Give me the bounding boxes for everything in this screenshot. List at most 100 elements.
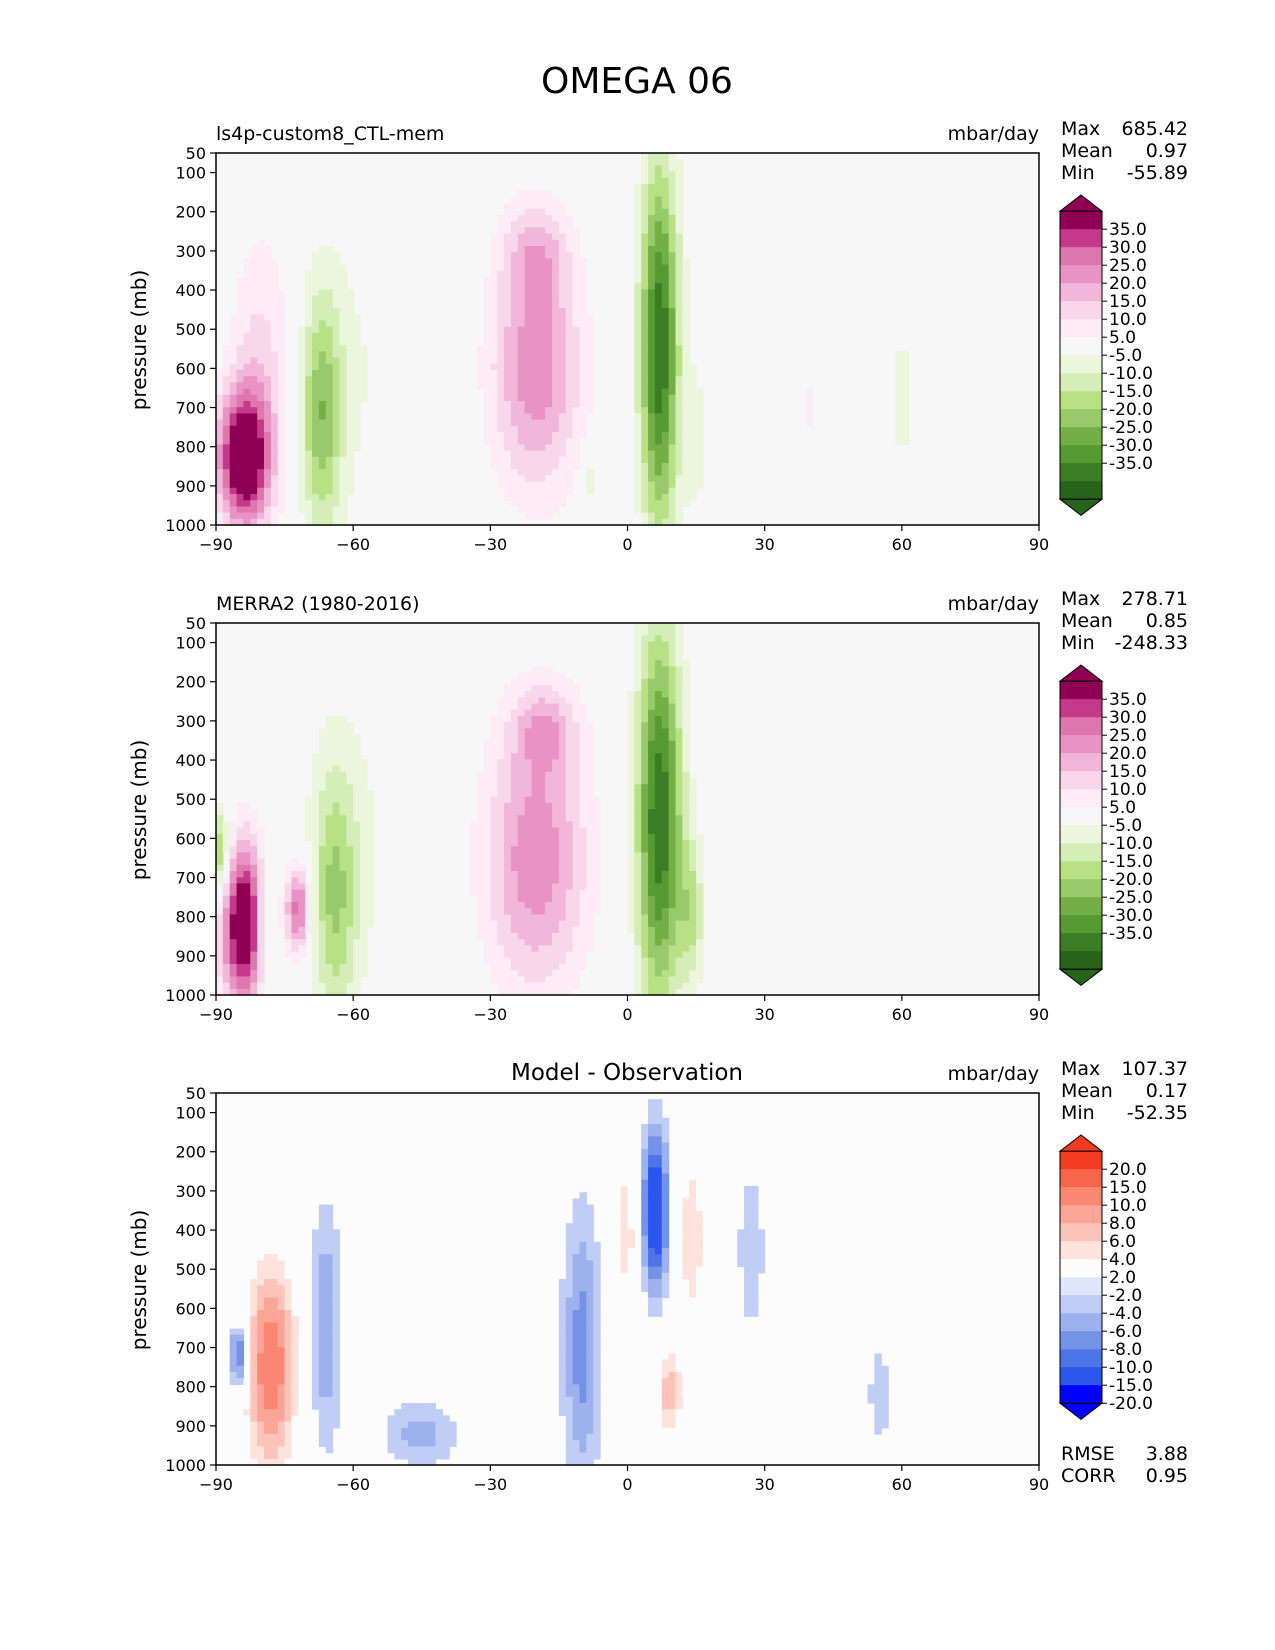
contour-cell [558,1291,567,1299]
contour-cell [675,258,683,266]
contour-cell [545,790,553,798]
contour-cell [346,363,354,371]
contour-cell [277,1440,286,1447]
contour-cell [243,264,251,272]
contour-cell [483,438,491,445]
contour-cell [579,914,587,922]
contour-cell [414,1440,423,1447]
contour-cell [236,920,245,928]
contour-cell [668,196,677,204]
contour-cell [593,852,601,860]
contour-cell [497,252,505,259]
contour-cell [517,314,526,321]
contour-cell [332,833,341,841]
contour-cell [572,233,581,241]
contour-cell [641,438,649,445]
contour-cell [682,320,690,328]
contour-cell [682,277,690,284]
contour-cell [641,945,649,953]
contour-cell [517,709,526,717]
contour-cell [552,877,560,884]
contour-cell [325,740,334,748]
contour-cell [654,301,663,309]
panel-units: mbar/day [948,1063,1039,1085]
contour-cell [586,926,594,934]
contour-cell [565,747,574,754]
contour-cell [469,1204,478,1212]
contour-cell [661,802,670,810]
contour-cell [675,215,683,222]
contour-cell [572,1279,581,1286]
colorbar-label: -30.0 [1109,906,1153,926]
contour-cell [497,988,505,996]
contour-cell [497,765,505,773]
contour-cell [277,357,286,365]
contour-cell [250,320,258,328]
contour-cell [510,796,519,804]
contour-cell [229,432,238,439]
contour-cell [634,432,642,439]
contour-cell [538,815,546,822]
contour-cell [332,895,341,903]
x-tick-label: −60 [336,1005,370,1024]
contour-cell [572,976,581,984]
contour-cell [250,438,258,445]
contour-cell [545,846,553,853]
contour-cell [531,821,539,829]
contour-cell [325,796,334,804]
contour-cell [641,444,649,452]
contour-cell [545,988,553,996]
contour-cell [565,301,574,309]
contour-cell [538,512,546,520]
contour-cell [346,765,354,773]
contour-cell [497,215,505,222]
contour-cell [661,784,670,791]
colorbar-segment [1060,753,1102,772]
contour-cell [517,858,526,866]
contour-cell [517,345,526,352]
contour-cell [497,771,505,779]
colorbar-label: 25.0 [1109,256,1147,276]
contour-cell [490,970,498,977]
contour-cell [325,500,334,507]
contour-cell [325,487,334,495]
contour-cell [565,1427,574,1435]
contour-cell [524,933,533,940]
contour-cell [346,357,354,365]
contour-cell [504,951,512,959]
contour-cell [243,357,251,365]
contour-cell [250,957,258,965]
contour-cell [648,840,656,847]
contour-cell [277,1347,286,1354]
contour-cell [504,289,512,297]
contour-cell [222,914,231,922]
contour-cell [497,716,505,723]
contour-cell [654,914,663,922]
contour-cell [270,494,279,501]
contour-cell [291,1347,299,1354]
contour-cell [682,258,690,266]
contour-cell [325,1347,334,1354]
contour-cell [538,821,546,829]
contour-cell [586,370,594,377]
contour-cell [312,902,320,909]
contour-cell [243,1310,251,1317]
contour-cell [517,809,526,816]
contour-cell [668,666,677,674]
contour-cell [332,357,341,365]
contour-cell [497,363,505,371]
contour-cell [366,833,375,841]
contour-cell [675,629,683,636]
contour-cell [668,177,677,185]
contour-cell [634,332,642,340]
contour-cell [682,363,690,371]
contour-cell [675,165,683,173]
contour-cell [298,1390,306,1398]
contour-cell [641,641,649,649]
colorbar-segment [1060,445,1102,464]
contour-cell [312,827,320,835]
contour-cell [689,790,697,798]
contour-cell [476,902,485,909]
contour-cell [572,1254,581,1261]
contour-cell [641,685,649,692]
